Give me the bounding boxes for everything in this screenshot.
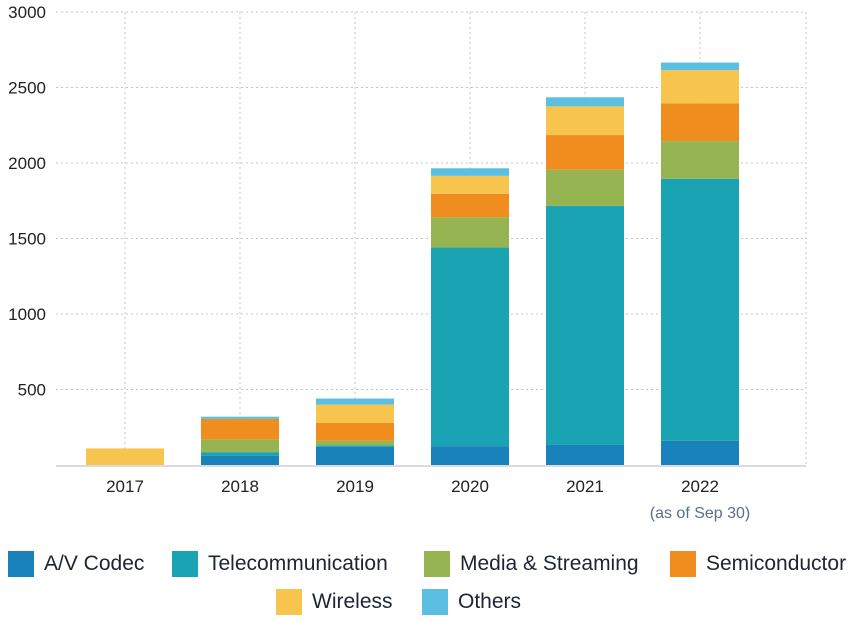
bar-segment[interactable] xyxy=(316,446,394,465)
bar-segment[interactable] xyxy=(661,141,739,179)
x-tick-label: 2019 xyxy=(336,477,374,496)
bar-segment[interactable] xyxy=(201,418,279,440)
bar-segment[interactable] xyxy=(546,169,624,207)
legend-item-semiconductor[interactable]: Semiconductor xyxy=(670,548,846,580)
bar-segment[interactable] xyxy=(316,398,394,405)
x-tick-label: 2018 xyxy=(221,477,259,496)
y-tick-label: 1000 xyxy=(8,305,46,324)
legend-label: Semiconductor xyxy=(706,552,847,575)
legend-swatch xyxy=(422,589,448,615)
legend-swatch xyxy=(276,589,302,615)
bar-segment[interactable] xyxy=(201,439,279,453)
y-tick-label: 1500 xyxy=(8,230,46,249)
bar-segment[interactable] xyxy=(316,404,394,423)
x-tick-label: 2020 xyxy=(451,477,489,496)
bar-segment[interactable] xyxy=(316,445,394,447)
bar-segment[interactable] xyxy=(661,103,739,142)
bar-segment[interactable] xyxy=(431,446,509,465)
bar-segment[interactable] xyxy=(546,444,624,465)
legend-swatch xyxy=(172,551,198,577)
bar-segment[interactable] xyxy=(316,440,394,446)
y-tick-label: 2500 xyxy=(8,79,46,98)
legend-swatch xyxy=(424,551,450,577)
legend-item-others[interactable]: Others xyxy=(422,586,521,618)
legend-label: Telecommunication xyxy=(208,552,388,575)
bar-segment[interactable] xyxy=(201,455,279,465)
legend-swatch xyxy=(670,551,696,577)
bar-segment[interactable] xyxy=(86,448,164,465)
bar-segment[interactable] xyxy=(661,62,739,71)
bar-segment[interactable] xyxy=(431,168,509,176)
legend-label: Wireless xyxy=(312,590,393,613)
bar-segment[interactable] xyxy=(431,193,509,218)
bar-segment[interactable] xyxy=(431,175,509,194)
x-tick-label: 2022 xyxy=(681,477,719,496)
y-tick-label: 2000 xyxy=(8,154,46,173)
bar-segment[interactable] xyxy=(431,217,509,248)
legend-label: A/V Codec xyxy=(44,552,145,575)
bar-segment[interactable] xyxy=(661,70,739,104)
legend-label: Media & Streaming xyxy=(460,552,639,575)
legend-item-telecommunication[interactable]: Telecommunication xyxy=(172,548,388,580)
x-tick-sublabel: (as of Sep 30) xyxy=(650,505,751,522)
bar-segment[interactable] xyxy=(201,416,279,419)
legend-label: Others xyxy=(458,590,522,613)
bar-segment[interactable] xyxy=(546,135,624,170)
x-tick-label: 2017 xyxy=(106,477,144,496)
bars xyxy=(86,62,739,465)
y-tick-label: 500 xyxy=(18,381,46,400)
legend-item-av-codec[interactable]: A/V Codec xyxy=(8,548,144,580)
bar-segment[interactable] xyxy=(546,106,624,136)
bar-segment[interactable] xyxy=(316,422,394,441)
legend-row-2: Wireless Others xyxy=(0,586,860,618)
legend-item-media-streaming[interactable]: Media & Streaming xyxy=(424,548,639,580)
bar-segment[interactable] xyxy=(201,452,279,456)
tick-labels: 500 1000 1500 2000 2500 3000 2017 2018 2019 2020 2… xyxy=(8,3,750,522)
legend-row-1: A/V Codec Telecommunication Media & Stre… xyxy=(0,548,860,580)
legend-item-wireless[interactable]: Wireless xyxy=(276,586,393,618)
y-tick-label: 3000 xyxy=(8,3,46,22)
bar-segment[interactable] xyxy=(661,178,739,441)
bar-segment[interactable] xyxy=(546,206,624,445)
x-tick-label: 2021 xyxy=(566,477,604,496)
bar-segment[interactable] xyxy=(546,97,624,107)
bar-segment[interactable] xyxy=(431,247,509,447)
bar-segment[interactable] xyxy=(661,440,739,465)
legend-swatch xyxy=(8,551,34,577)
